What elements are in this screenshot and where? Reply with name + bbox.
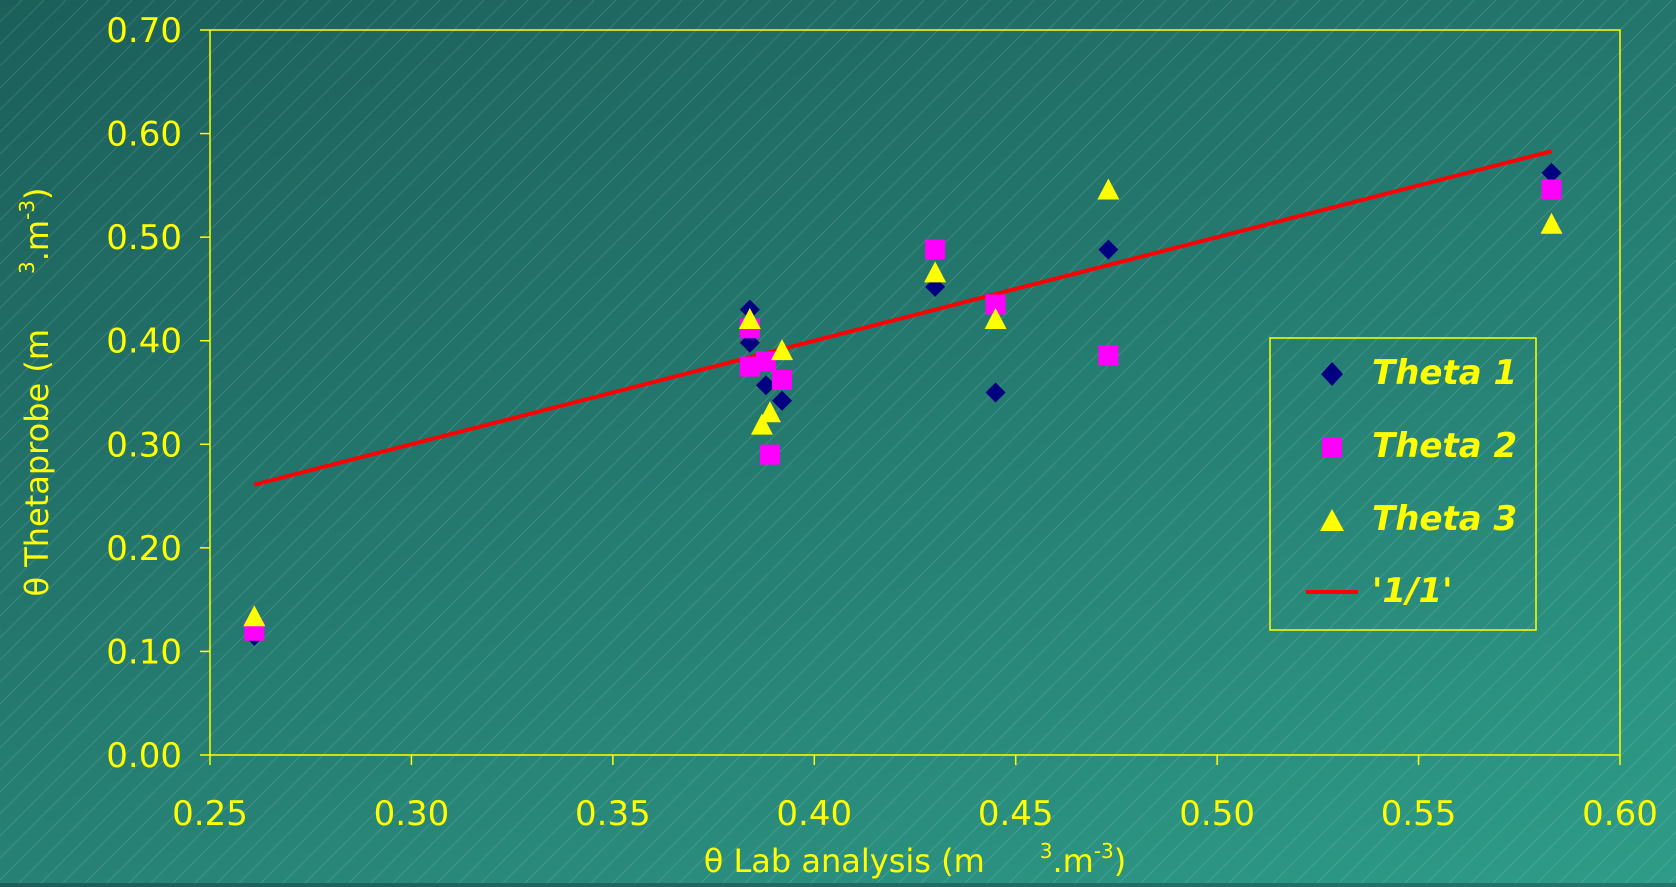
data-point-theta-2 bbox=[739, 356, 760, 377]
data-point-theta-3 bbox=[924, 261, 947, 283]
x-tick-label: 0.35 bbox=[575, 794, 651, 834]
plot-area bbox=[209, 29, 1621, 756]
x-tick-label: 0.30 bbox=[374, 794, 450, 834]
data-point-theta-3 bbox=[1540, 212, 1563, 234]
data-point-theta-1 bbox=[772, 390, 793, 411]
data-point-theta-2 bbox=[925, 239, 946, 260]
data-point-theta-3 bbox=[984, 308, 1007, 329]
data-point-theta-1 bbox=[1541, 162, 1562, 183]
data-point-theta-3 bbox=[243, 605, 266, 627]
y-axis: 0.00 0.10 0.20 0.30 0.40 0.50 0.60 0.70 bbox=[106, 11, 210, 776]
one-to-one-line bbox=[253, 149, 1553, 487]
legend-label-one-to-one: '1/1' bbox=[1372, 571, 1453, 611]
data-point-theta-1 bbox=[985, 382, 1006, 403]
y-tick-label: 0.50 bbox=[106, 218, 182, 258]
y-tick-label: 0.60 bbox=[106, 115, 182, 155]
data-point-theta-3 bbox=[750, 413, 773, 435]
legend-label-theta-3: Theta 3 bbox=[1372, 499, 1517, 539]
data-point-theta-2 bbox=[772, 370, 793, 391]
y-tick-label: 0.20 bbox=[106, 529, 182, 569]
data-point-theta-3 bbox=[758, 401, 781, 423]
x-tick-label: 0.50 bbox=[1179, 794, 1255, 834]
legend-label-theta-2: Theta 2 bbox=[1372, 426, 1517, 466]
y-tick-label: 0.10 bbox=[106, 632, 182, 672]
data-point-theta-2 bbox=[985, 294, 1006, 315]
data-point-theta-1 bbox=[755, 375, 776, 396]
data-point-theta-2 bbox=[759, 444, 780, 465]
data-point-theta-2 bbox=[1098, 345, 1119, 366]
data-point-theta-3 bbox=[738, 308, 761, 329]
legend: Theta 1 Theta 2 Theta 3 '1/1' bbox=[1269, 337, 1537, 631]
x-tick-label: 0.60 bbox=[1582, 794, 1658, 834]
legend-marker-theta-1 bbox=[1321, 362, 1343, 386]
y-axis-title: θ Thetaprobe (m3.m-3) bbox=[15, 187, 56, 596]
x-axis-title: θ Lab analysis (m 3.m-3) bbox=[704, 839, 1127, 880]
data-point-theta-2 bbox=[1541, 179, 1562, 200]
x-tick-label: 0.55 bbox=[1381, 794, 1457, 834]
data-point-theta-3 bbox=[771, 339, 794, 361]
data-point-theta-1 bbox=[1098, 239, 1119, 260]
x-tick-label: 0.40 bbox=[776, 794, 852, 834]
data-point-theta-2 bbox=[755, 351, 776, 372]
legend-marker-theta-3 bbox=[1320, 509, 1344, 531]
series-layer bbox=[243, 149, 1563, 646]
legend-box bbox=[1269, 337, 1537, 631]
data-point-theta-3 bbox=[1097, 178, 1120, 200]
x-axis: 0.25 0.30 0.35 0.40 0.45 0.50 0.55 0.60 bbox=[172, 755, 1658, 834]
legend-label-theta-1: Theta 1 bbox=[1372, 353, 1517, 393]
y-tick-label: 0.40 bbox=[106, 322, 182, 362]
y-tick-label: 0.00 bbox=[106, 736, 182, 776]
y-tick-label: 0.70 bbox=[106, 11, 182, 51]
y-tick-label: 0.30 bbox=[106, 425, 182, 465]
x-tick-label: 0.25 bbox=[172, 794, 248, 834]
x-tick-label: 0.45 bbox=[978, 794, 1054, 834]
legend-marker-theta-2 bbox=[1322, 437, 1342, 457]
